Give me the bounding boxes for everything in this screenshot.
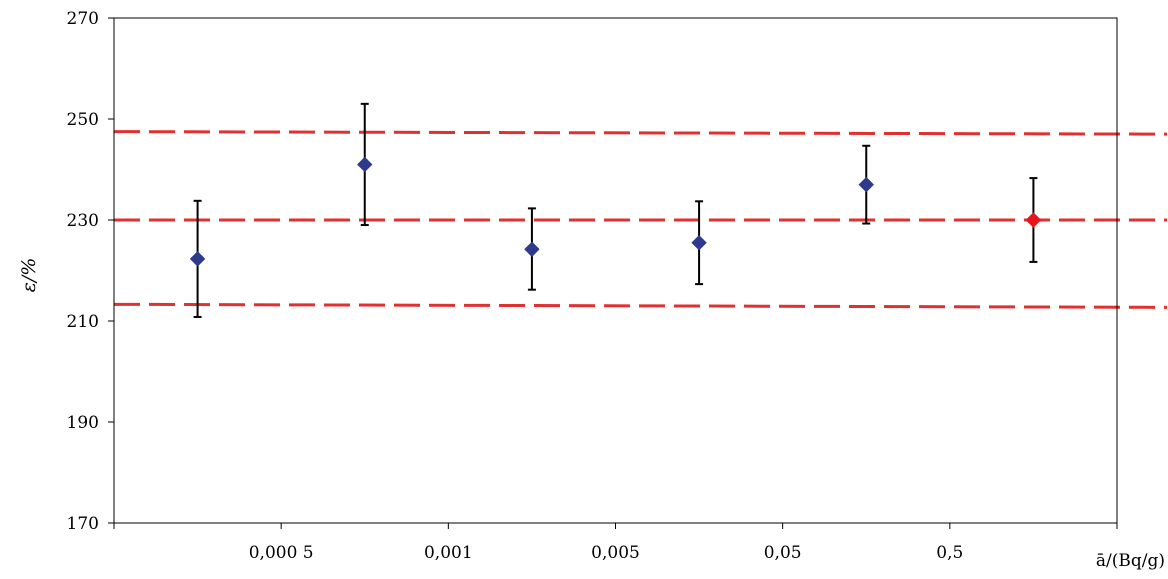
y-tick-label: 190 <box>67 413 99 433</box>
reference-line <box>113 130 1168 136</box>
y-axis-label: ε/% <box>18 258 40 293</box>
x-tick-label: 0,005 <box>591 543 640 563</box>
y-tick-label: 250 <box>67 110 99 130</box>
reference-lines <box>113 130 1168 309</box>
x-tick-label: 0,05 <box>764 543 802 563</box>
data-point-marker <box>691 235 707 251</box>
y-tick-label: 270 <box>67 9 99 29</box>
y-tick-label: 230 <box>67 211 99 231</box>
data-point-marker <box>524 241 540 257</box>
plot-frame <box>113 17 1118 524</box>
data-point-marker <box>1025 212 1042 228</box>
data-point-marker <box>357 156 373 173</box>
reference-line <box>113 302 1168 309</box>
x-axis-label: ā/(Bq/g) <box>1096 551 1165 571</box>
axes: 170 190 210 230 250 270 0,000 5 0,001 0,005 0,05 0… <box>67 9 1118 563</box>
data-points <box>189 102 1042 318</box>
data-point-marker <box>189 251 206 267</box>
x-tick-label: 0,001 <box>424 543 473 563</box>
x-tick-label: 0,000 5 <box>249 543 314 563</box>
y-tick-label: 170 <box>67 514 99 534</box>
x-tick-label: 0,5 <box>936 543 963 563</box>
y-tick-label: 210 <box>67 312 99 332</box>
data-point-marker <box>858 176 874 193</box>
